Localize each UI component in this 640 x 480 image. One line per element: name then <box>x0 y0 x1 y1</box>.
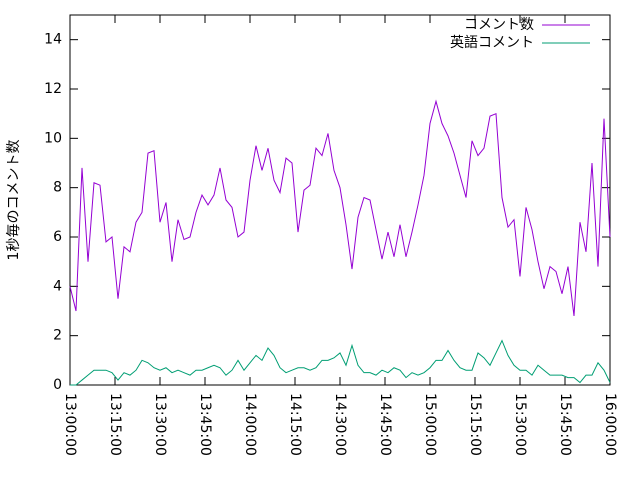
y-tick-label: 8 <box>53 180 62 196</box>
plot-frame <box>69 14 611 386</box>
series-line <box>70 339 611 386</box>
y-tick-label: 10 <box>44 130 62 146</box>
y-tick-label: 2 <box>53 328 62 344</box>
legend-label: 英語コメント <box>450 34 534 51</box>
series-line <box>69 99 611 316</box>
x-tick-label: 15:45:00 <box>557 393 573 456</box>
x-tick-label: 15:30:00 <box>512 393 528 456</box>
y-tick-label: 12 <box>44 81 62 97</box>
x-tick-label: 14:15:00 <box>287 393 303 456</box>
x-tick-label: 13:30:00 <box>152 393 168 456</box>
x-tick-label: 16:00:00 <box>602 393 618 456</box>
y-tick-label: 4 <box>53 278 62 294</box>
legend-label: コメント数 <box>464 17 534 33</box>
y-axis-label: 1秒毎のコメント数 <box>6 140 22 261</box>
x-tick-label: 13:00:00 <box>62 393 78 456</box>
x-tick-label: 14:30:00 <box>332 393 348 456</box>
x-tick-label: 13:45:00 <box>197 393 213 456</box>
x-tick-label: 14:00:00 <box>242 393 258 456</box>
y-tick-label: 6 <box>53 229 62 245</box>
x-tick-label: 15:15:00 <box>467 393 483 456</box>
y-tick-label: 0 <box>53 377 62 393</box>
x-tick-label: 15:00:00 <box>422 393 438 456</box>
x-tick-label: 14:45:00 <box>377 393 393 456</box>
x-tick-label: 13:15:00 <box>107 393 123 456</box>
y-tick-label: 14 <box>44 32 62 48</box>
